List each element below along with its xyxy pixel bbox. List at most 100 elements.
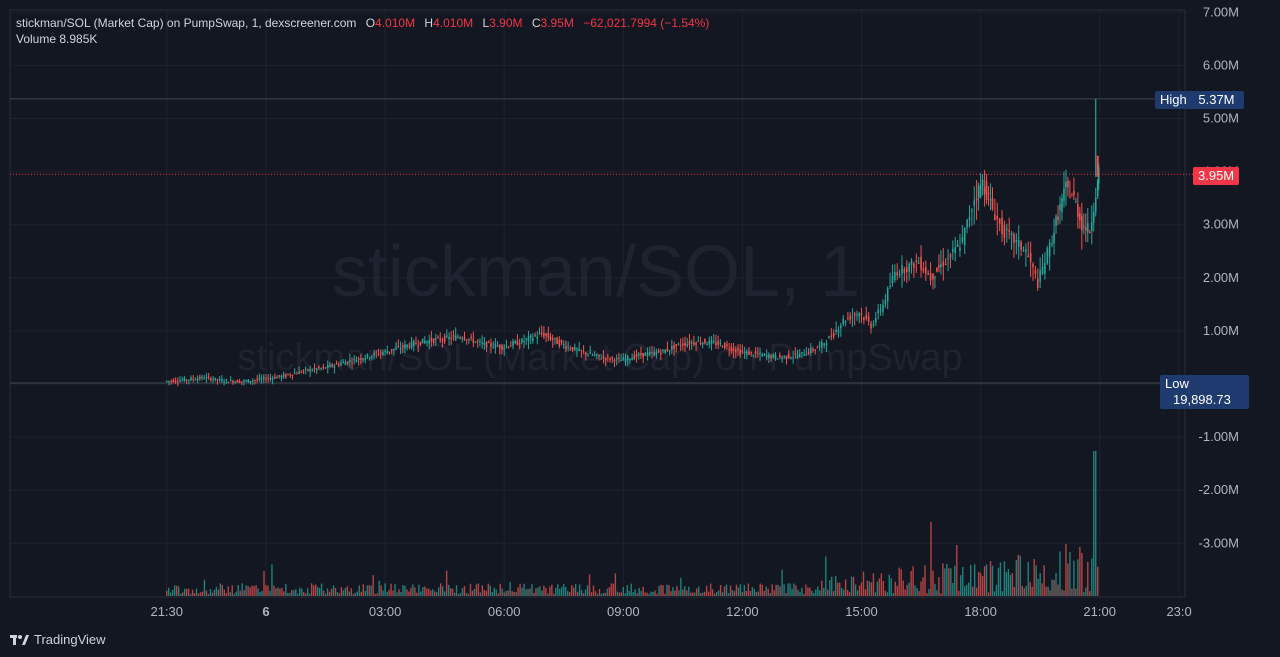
volume-bar [557,584,559,596]
x-tick-label: 06:00 [488,604,521,619]
volume-bar [868,581,871,596]
candle-body [567,346,569,348]
volume-bar [700,593,702,596]
candle-body [296,373,298,375]
volume-bar [467,593,470,596]
volume-bar [551,584,553,596]
candle-body [573,346,576,350]
volume-bar [1079,547,1081,596]
volume-bar [856,590,859,596]
volume-bar [306,588,309,596]
candle-body [357,358,360,360]
candle-body [1046,248,1049,264]
candle-body [776,358,779,360]
candle-body [787,354,790,358]
candle-body [234,381,236,383]
volume-bar [721,592,724,596]
volume-bar [781,569,783,596]
candle-body [697,340,700,342]
candle-body [194,379,197,381]
candle-body [690,342,693,344]
volume-bar [402,585,404,596]
candle-body [644,352,647,356]
candle-body [503,347,505,350]
volume-bar [543,585,545,596]
volume-bar [827,589,829,596]
volume-bar [1039,572,1041,596]
candle-body [985,181,988,201]
candle-body [236,380,239,383]
candle-body [1029,252,1032,263]
candle-body [816,347,819,349]
candle-body [785,355,788,359]
volume-bar [437,587,440,596]
volume-bar [1077,559,1079,596]
volume-bar [696,588,698,596]
volume-bar [324,593,327,596]
volume-bar [505,590,507,596]
candle-body [932,273,934,280]
volume-bar [338,593,341,596]
volume-bar [1061,589,1063,596]
volume-bar [426,588,428,596]
volume-bar [874,592,877,596]
candle-body [216,379,219,381]
volume-bar [285,583,287,596]
volume-bar [1023,588,1025,596]
volume-bar [981,576,984,596]
volume-bar [483,589,486,596]
candle-body [183,378,186,382]
volume-bar [727,592,730,596]
volume-bar [497,593,499,596]
change-value: −62,021.7994 (−1.54%) [583,16,710,30]
candle-body [952,249,954,252]
volume-bar [852,576,855,596]
candle-body [779,354,781,358]
candle-body [847,317,849,319]
volume-bar [569,592,571,596]
volume-bar [662,585,664,596]
volume-bar [805,584,807,596]
volume-bar [797,589,799,596]
volume-bar [602,593,605,596]
volume-bar [1057,584,1059,596]
volume-bar [924,565,926,596]
volume-bar [287,592,289,596]
tradingview-logo[interactable]: TradingView [10,632,106,647]
volume-bar [962,566,964,596]
volume-bar [672,587,674,596]
candle-body [274,376,276,379]
volume-bar [439,583,442,596]
candle-body [375,352,378,354]
volume-bar [578,584,581,596]
candle-body [388,351,391,353]
candle-body [598,354,600,357]
candle-body [435,338,437,341]
volume-bar [177,586,180,596]
volume-bar [166,590,168,596]
volume-bar [414,587,416,596]
candle-body [726,344,728,346]
volume-bar [741,592,744,596]
candle-body [796,355,799,358]
volume-bar [749,591,752,596]
volume-bar [912,566,914,596]
volume-bar [1007,569,1010,596]
volume-bar [882,580,885,596]
volume-bar [487,583,490,596]
candle-body [459,337,461,339]
candle-body [637,353,640,356]
candle-body [476,340,479,342]
volume-bar [944,568,946,596]
candle-body [399,348,402,350]
candle-body [337,364,340,366]
volume-bar [170,592,172,596]
volume-bar [840,587,843,596]
volume-bar [795,585,797,596]
close-label: C [531,16,541,30]
volume-bar [416,592,418,596]
candle-body [615,357,618,360]
candle-body [633,355,636,359]
candle-body [975,198,978,201]
